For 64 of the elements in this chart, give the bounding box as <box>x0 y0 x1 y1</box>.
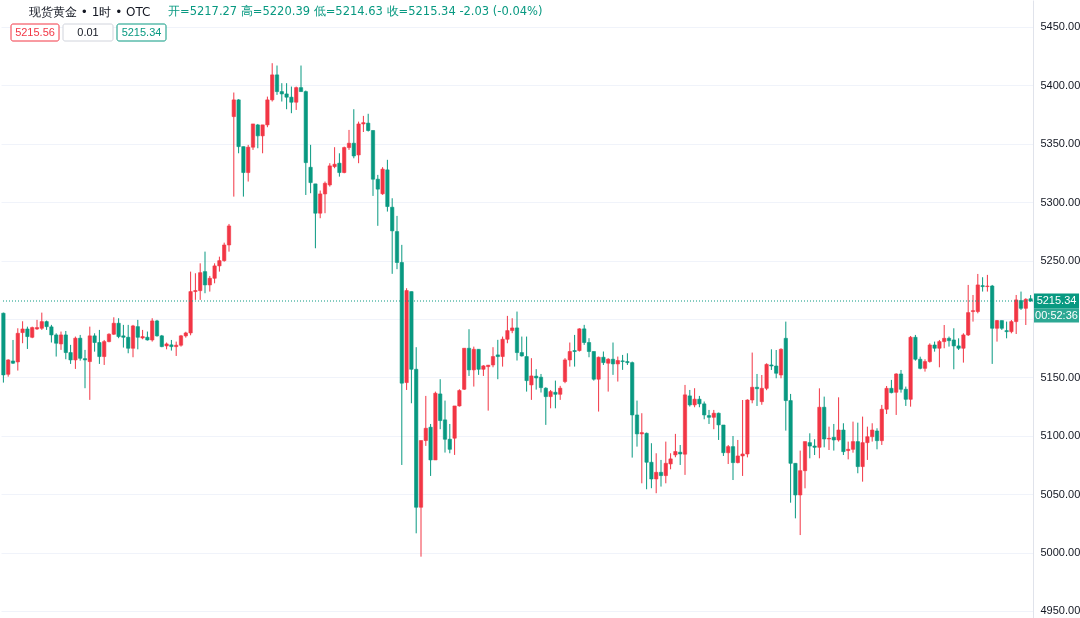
candlestick <box>476 348 481 376</box>
candlestick <box>534 368 539 391</box>
candlestick <box>611 342 615 376</box>
candlestick <box>73 336 78 370</box>
y-tick-label: 5350.00 <box>1040 137 1080 150</box>
candlestick <box>203 251 207 294</box>
candlestick <box>577 327 582 353</box>
candlestick <box>548 389 553 409</box>
candlestick <box>836 396 841 443</box>
candlestick <box>495 339 500 380</box>
candlestick <box>25 326 30 350</box>
candlestick <box>731 435 735 481</box>
y-tick-label: 5250.00 <box>1040 254 1080 267</box>
candlestick <box>255 123 260 149</box>
y-tick-label: 5100.00 <box>1040 429 1080 442</box>
annotation: 5215.56 <box>15 25 55 38</box>
candlestick <box>337 152 342 178</box>
annotation: 5215.34 <box>121 25 162 38</box>
candlestick <box>131 324 135 358</box>
candlestick <box>308 144 313 194</box>
y-tick-label: 4950.00 <box>1040 604 1080 617</box>
candlestick <box>827 426 831 451</box>
y-tick-label: 5000.00 <box>1040 546 1080 559</box>
candlestick <box>654 452 659 494</box>
candlestick <box>980 276 985 293</box>
candlestick <box>596 356 601 413</box>
candlestick <box>726 444 731 465</box>
y-tick-label: 5300.00 <box>1040 195 1080 208</box>
y-tick-label: 5400.00 <box>1040 78 1080 91</box>
candlestick <box>639 412 644 484</box>
y-tick-label: 5450.00 <box>1040 20 1080 33</box>
candlestick <box>841 422 846 456</box>
candlestick <box>875 427 879 450</box>
candlestick <box>553 380 558 409</box>
candlestick <box>692 387 697 408</box>
candlestick <box>894 372 899 416</box>
candlestick <box>135 319 140 350</box>
candlestick <box>150 317 155 343</box>
candlestick <box>615 356 620 383</box>
annotation: 0.01 <box>77 25 99 38</box>
candlestick <box>20 320 25 344</box>
candlestick <box>755 373 759 407</box>
y-tick-label: 5050.00 <box>1040 487 1080 500</box>
candlestick <box>1023 297 1028 326</box>
candlestick <box>572 334 577 368</box>
candlestick <box>673 433 678 458</box>
candlestick <box>831 423 836 452</box>
candlestick <box>659 459 663 488</box>
candlestick <box>390 197 395 275</box>
candlestick <box>711 409 716 430</box>
ref-line-label: 5215.34 <box>1036 294 1077 307</box>
chart-subtitle: 开=5217.27 高=5220.39 低=5214.63 收=5215.34 -2.03 (-0.04%) <box>168 4 543 18</box>
candlestick <box>59 331 63 351</box>
candlestick <box>11 339 15 365</box>
candlestick <box>231 92 236 198</box>
chart-title: 现货黄金 • 1时 • OTC <box>29 5 151 19</box>
y-tick-label: 5150.00 <box>1040 370 1080 383</box>
candlestick <box>351 108 356 159</box>
candlestick <box>606 357 611 393</box>
candlestick <box>471 346 476 388</box>
text: 00:52:36 <box>1035 308 1078 321</box>
candlestick <box>678 444 683 466</box>
candlestick <box>467 328 471 377</box>
candlestick <box>529 357 534 401</box>
